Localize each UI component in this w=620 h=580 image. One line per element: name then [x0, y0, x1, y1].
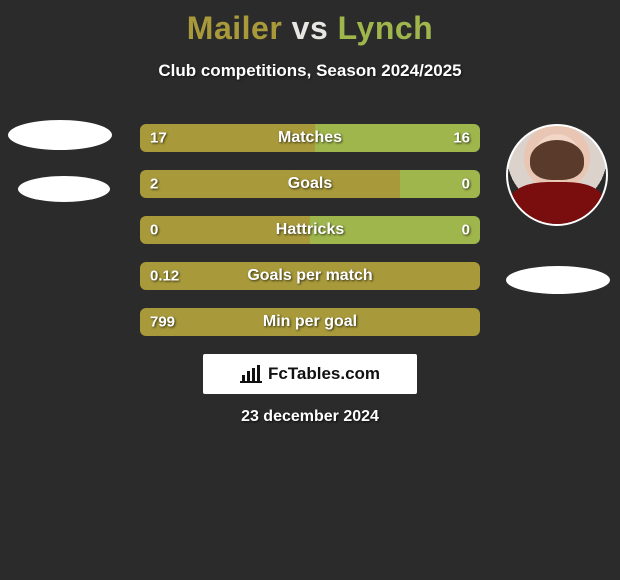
stat-bar-row: 17 16 Matches [140, 124, 480, 152]
logo-badge: FcTables.com [203, 354, 417, 394]
subtitle: Club competitions, Season 2024/2025 [0, 61, 620, 81]
barchart-icon [240, 365, 262, 383]
date-text: 23 december 2024 [241, 408, 379, 426]
bar-label: Matches [278, 129, 342, 147]
player2-oval [506, 266, 610, 294]
title-player2: Lynch [338, 10, 434, 46]
player1-oval-bottom [18, 176, 110, 202]
stat-bars: 17 16 Matches 2 0 Goals 0 0 Hattricks 0.12 Goals p… [140, 124, 480, 354]
bar-fill-player1 [140, 170, 400, 198]
stat-bar-row: 799 Min per goal [140, 308, 480, 336]
player2-graphic [506, 124, 610, 294]
bar-label: Hattricks [276, 221, 344, 239]
logo-text: FcTables.com [268, 364, 380, 384]
stat-bar-row: 2 0 Goals [140, 170, 480, 198]
bar-label: Goals [288, 175, 332, 193]
stat-bar-row: 0 0 Hattricks [140, 216, 480, 244]
bar-label: Goals per match [247, 267, 372, 285]
bar-value-left: 2 [150, 176, 158, 193]
bar-value-left: 0.12 [150, 268, 179, 285]
player1-graphic [8, 120, 112, 202]
bar-value-left: 799 [150, 314, 175, 331]
bar-value-left: 17 [150, 130, 167, 147]
bar-value-right: 16 [453, 130, 470, 147]
title-player1: Mailer [187, 10, 282, 46]
stat-bar-row: 0.12 Goals per match [140, 262, 480, 290]
bar-value-right: 0 [462, 222, 470, 239]
bar-label: Min per goal [263, 313, 357, 331]
title-vs: vs [292, 10, 329, 46]
bar-value-left: 0 [150, 222, 158, 239]
player2-avatar [506, 124, 608, 226]
bar-value-right: 0 [462, 176, 470, 193]
player1-oval-top [8, 120, 112, 150]
page-title: Mailer vs Lynch [0, 0, 620, 47]
